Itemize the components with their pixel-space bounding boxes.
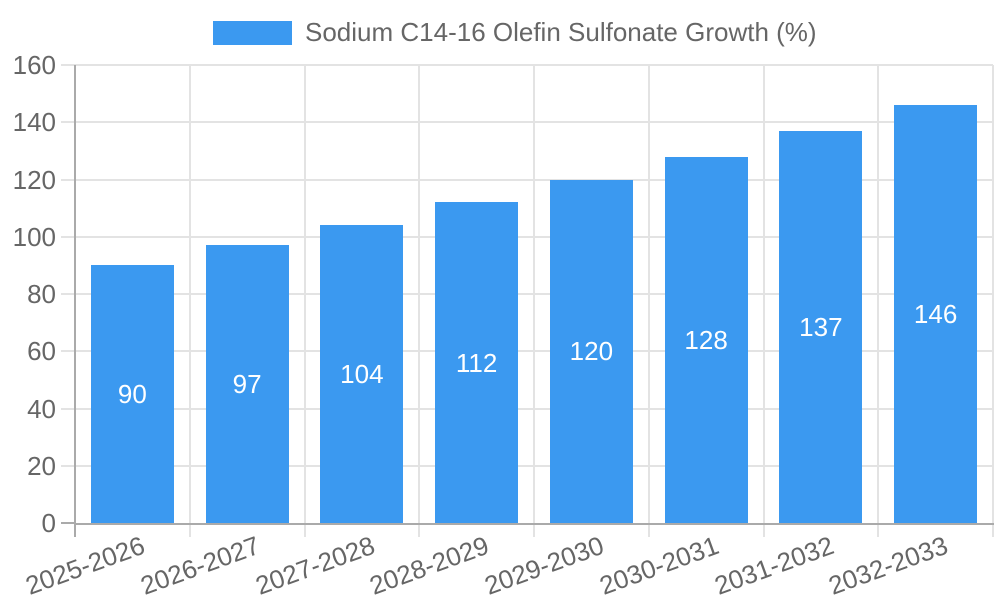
y-axis-tick (61, 407, 75, 410)
x-axis-label: 2027-2028 (251, 530, 379, 600)
y-axis-label: 80 (27, 279, 56, 309)
bar (90, 265, 174, 523)
x-axis-label: 2028-2029 (365, 530, 493, 600)
bar-value-label: 112 (455, 347, 498, 378)
bar-value-label: 97 (232, 369, 262, 400)
x-gridline (647, 65, 650, 523)
x-axis-tick (418, 523, 421, 537)
x-axis-label: 2026-2027 (136, 530, 264, 600)
x-gridline (533, 65, 535, 523)
y-axis-tick (61, 235, 75, 238)
bar (549, 179, 633, 523)
legend-label[interactable]: Sodium C14-16 Olefin Sulfonate Growth (%… (305, 17, 817, 47)
legend[interactable]: Sodium C14-16 Olefin Sulfonate Growth (%… (0, 0, 1000, 50)
x-axis-label: 2025-2026 (21, 530, 149, 600)
y-axis-line (74, 65, 76, 537)
x-axis-label: 2031-2032 (710, 530, 838, 600)
bar (320, 225, 404, 523)
x-axis-tick (533, 523, 535, 537)
y-axis-label: 120 (12, 164, 56, 195)
bar-value-label: 104 (340, 359, 384, 390)
x-axis-label: 2029-2030 (480, 530, 608, 600)
y-axis-tick (61, 121, 75, 124)
x-axis-label: 2030-2031 (595, 530, 723, 600)
y-axis-label: 40 (27, 393, 56, 424)
y-axis-tick (61, 464, 75, 467)
y-axis-label: 100 (12, 221, 56, 252)
bar (779, 130, 863, 523)
x-axis-tick (877, 523, 880, 537)
bar-value-label: 137 (799, 311, 843, 342)
y-axis-label: 20 (27, 450, 56, 481)
bar (894, 105, 978, 523)
x-axis-label: 2032-2033 (824, 530, 952, 600)
legend-swatch[interactable] (213, 21, 292, 45)
x-gridline (877, 65, 880, 523)
y-axis-tick (61, 64, 75, 66)
x-gridline (303, 65, 306, 523)
bar-value-label: 120 (569, 336, 614, 367)
x-gridline (188, 65, 191, 523)
y-axis-label: 140 (12, 107, 56, 138)
y-axis-label: 160 (12, 50, 56, 80)
x-gridline (992, 65, 994, 523)
y-axis-tick (61, 522, 75, 524)
bar (435, 202, 519, 523)
y-axis-label: 0 (41, 508, 56, 538)
x-axis-tick (303, 523, 306, 537)
bar (664, 156, 748, 523)
x-axis-tick (992, 523, 994, 537)
x-axis-tick (647, 523, 650, 537)
bar-value-label: 128 (684, 324, 728, 355)
y-axis-tick (61, 350, 75, 353)
bar-value-label: 146 (913, 299, 958, 330)
x-axis-tick (762, 523, 765, 537)
x-gridline (762, 65, 765, 523)
y-axis-tick (61, 178, 75, 181)
x-axis-line (74, 523, 994, 525)
y-axis-tick (61, 293, 75, 295)
x-gridline (418, 65, 421, 523)
bar (205, 245, 289, 523)
x-axis-tick (188, 523, 191, 537)
y-axis-label: 60 (27, 336, 56, 367)
bar-value-label: 90 (117, 379, 147, 410)
